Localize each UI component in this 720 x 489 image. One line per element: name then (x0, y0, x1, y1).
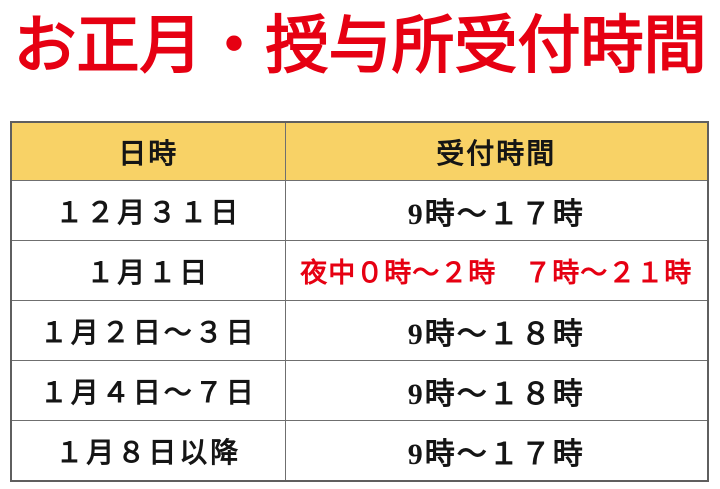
time-cell: 夜中０時～２時 ７時～２１時 (284, 240, 709, 301)
table-row: １月１日 夜中０時～２時 ７時～２１時 (10, 240, 709, 301)
time-cell: 9時～１８時 (284, 300, 709, 361)
date-cell: １月１日 (10, 240, 286, 301)
header-date: 日時 (10, 121, 286, 181)
date-cell: １月４日～７日 (10, 360, 286, 421)
time-cell: 9時～１８時 (284, 360, 709, 421)
table-row: １月８日以降 9時～１７時 (10, 420, 709, 482)
time-cell: 9時～１７時 (284, 180, 709, 241)
page-title: お正月・授与所受付時間 (13, 11, 707, 81)
date-cell: １月２日～３日 (10, 300, 286, 361)
header-row: 日時 受付時間 (10, 121, 709, 181)
table-row: １月２日～３日 9時～１８時 (10, 300, 709, 361)
table-header: 日時 受付時間 (10, 121, 709, 181)
date-cell: １２月３１日 (10, 180, 286, 241)
time-cell: 9時～１７時 (284, 420, 709, 482)
table-row: １２月３１日 9時～１７時 (10, 180, 709, 241)
reception-hours-table: 日時 受付時間 １２月３１日 9時～１７時 １月１日 夜中０時～２時 ７時～２１… (10, 121, 709, 482)
header-time: 受付時間 (284, 121, 709, 181)
date-cell: １月８日以降 (10, 420, 286, 482)
table-row: １月４日～７日 9時～１８時 (10, 360, 709, 421)
